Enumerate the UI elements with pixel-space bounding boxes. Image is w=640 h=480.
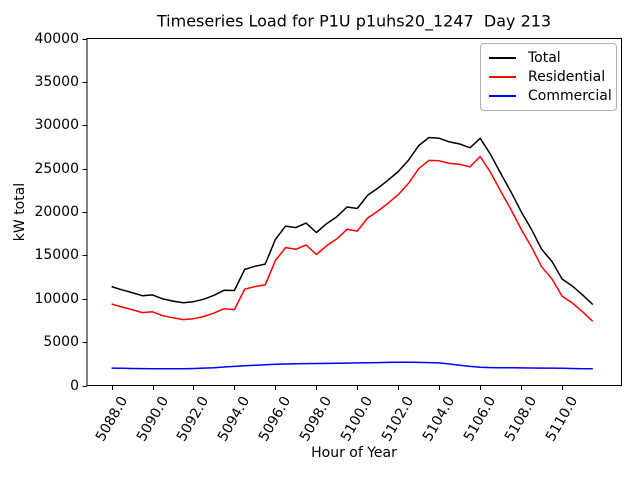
y-tick-label: 10000 bbox=[34, 290, 79, 307]
series-line-residential bbox=[111, 155, 594, 322]
legend-label: Total bbox=[528, 49, 561, 66]
chart-title: Timeseries Load for P1U p1uhs20_1247 Day… bbox=[156, 11, 552, 31]
y-tick-label: 30000 bbox=[34, 117, 79, 134]
legend-entry-commercial: Commercial bbox=[489, 88, 612, 104]
y-tick-label: 5000 bbox=[43, 334, 79, 351]
y-tick-label: 40000 bbox=[34, 30, 79, 47]
legend-label: Residential bbox=[528, 68, 606, 85]
legend-entry-total: Total bbox=[489, 50, 608, 66]
y-tick-label: 0 bbox=[70, 377, 79, 394]
x-axis-label: Hour of Year bbox=[311, 445, 397, 461]
legend-line-sample bbox=[489, 75, 516, 78]
y-tick-label: 15000 bbox=[34, 247, 79, 264]
y-axis-label: kW total bbox=[12, 182, 28, 242]
legend-entry-residential: Residential bbox=[489, 69, 608, 85]
series-line-commercial bbox=[111, 361, 593, 370]
legend-label: Commercial bbox=[528, 88, 612, 105]
y-tick-label: 35000 bbox=[34, 73, 79, 90]
series-line-total bbox=[111, 136, 594, 306]
legend: Total Residential Commercial bbox=[480, 43, 617, 111]
y-tick-label: 25000 bbox=[34, 160, 79, 177]
y-tick-label: 20000 bbox=[34, 204, 79, 220]
legend-line-sample bbox=[489, 56, 516, 59]
legend-line-sample bbox=[489, 95, 516, 98]
